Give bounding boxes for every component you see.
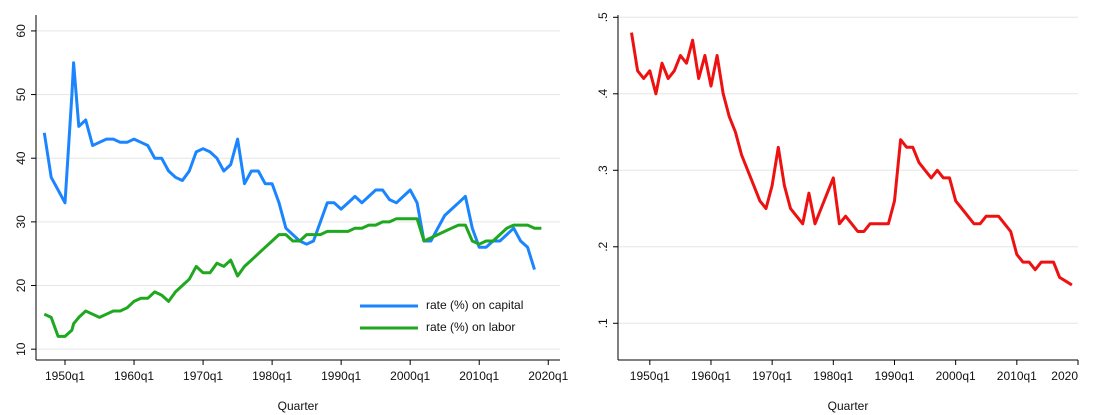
x-tick-label: 1950q1 bbox=[630, 369, 670, 383]
x-axis-label: Quarter bbox=[278, 399, 319, 413]
y-tick-label: 30 bbox=[14, 215, 28, 229]
data-line bbox=[43, 217, 542, 338]
y-tick-label: 50 bbox=[14, 88, 28, 102]
y-tick-label: 20 bbox=[14, 279, 28, 293]
data-line bbox=[42, 61, 536, 271]
y-tick-label: .1 bbox=[596, 318, 610, 328]
y-tick-label: 10 bbox=[14, 342, 28, 356]
y-tick-label: 40 bbox=[14, 151, 28, 165]
x-tick-label: 1960q1 bbox=[691, 369, 731, 383]
x-tick-label: 1970q1 bbox=[752, 369, 792, 383]
x-tick-label: 2000q1 bbox=[936, 369, 976, 383]
y-tick-label: 60 bbox=[14, 24, 28, 38]
x-tick-label: 1980q1 bbox=[252, 369, 292, 383]
x-axis-label: Quarter bbox=[828, 399, 869, 413]
y-tick-label: .2 bbox=[596, 241, 610, 251]
x-tick-label: 2020 bbox=[1051, 369, 1078, 383]
x-tick-label: 2000q1 bbox=[390, 369, 430, 383]
x-tick-label: 2010q1 bbox=[997, 369, 1037, 383]
data-line bbox=[630, 32, 1073, 287]
legend-label: rate (%) on labor bbox=[426, 320, 515, 334]
x-tick-label: 1970q1 bbox=[183, 369, 223, 383]
x-tick-label: 1960q1 bbox=[114, 369, 154, 383]
y-tick-label: .3 bbox=[596, 165, 610, 175]
x-tick-label: 1980q1 bbox=[813, 369, 853, 383]
x-tick-label: 2010q1 bbox=[459, 369, 499, 383]
legend-label: rate (%) on capital bbox=[426, 298, 523, 312]
x-tick-label: 1990q1 bbox=[321, 369, 361, 383]
x-tick-label: 1950q1 bbox=[45, 369, 85, 383]
x-tick-label: 2020q1 bbox=[528, 369, 568, 383]
y-tick-label: .4 bbox=[596, 88, 610, 98]
y-tick-label: .5 bbox=[596, 12, 610, 22]
x-tick-label: 1990q1 bbox=[874, 369, 914, 383]
